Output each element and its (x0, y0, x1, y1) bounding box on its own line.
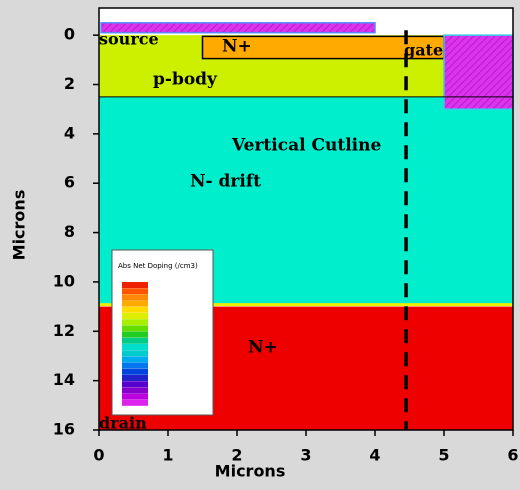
x-tick-label: 2 (231, 446, 242, 465)
legend-swatch (122, 375, 148, 381)
annotation: N+ (248, 338, 278, 358)
legend-swatch (122, 338, 148, 344)
x-tick-label: 3 (300, 446, 311, 465)
y-tick-label: 14 (53, 370, 75, 389)
y-tick-label: 16 (53, 420, 75, 439)
legend-swatch (122, 363, 148, 369)
x-tick-label: 4 (369, 446, 380, 465)
annotation: gate (404, 41, 443, 60)
legend-swatch (122, 350, 148, 356)
y-tick-label: 12 (53, 321, 75, 340)
legend-swatch (122, 282, 148, 288)
region (444, 35, 513, 109)
x-tick-label: 6 (507, 446, 518, 465)
legend-swatch (122, 369, 148, 375)
legend-swatch (122, 387, 148, 393)
y-tick-label: 2 (64, 74, 75, 93)
legend-swatch (122, 325, 148, 331)
annotation: N+ (222, 37, 252, 57)
y-tick-label: 6 (64, 173, 75, 192)
legend-swatch (122, 332, 148, 338)
legend-swatch (122, 313, 148, 319)
y-axis-label: Microns (10, 190, 29, 261)
legend-swatch (122, 381, 148, 387)
legend-swatch (122, 319, 148, 325)
legend-title: Abs Net Doping (/cm3) (118, 262, 198, 270)
x-tick-label: 5 (438, 446, 449, 465)
x-axis-label: Microns (215, 462, 286, 481)
y-tick-label: 0 (64, 25, 75, 44)
legend-swatch (122, 394, 148, 400)
annotation: p-body (153, 70, 218, 90)
legend-swatch (122, 301, 148, 307)
legend-swatch (122, 400, 148, 406)
y-tick-label: 4 (64, 123, 75, 142)
legend-swatch (122, 356, 148, 362)
legend-swatch (122, 307, 148, 313)
legend-swatch (122, 288, 148, 294)
x-tick-label: 1 (162, 446, 173, 465)
legend-swatch (122, 344, 148, 350)
x-tick-label: 0 (93, 446, 104, 465)
y-tick-label: 8 (64, 222, 75, 241)
y-tick-label: 10 (53, 271, 75, 290)
chart: Microns Microns Vertical Cutline source N+… (0, 0, 520, 486)
legend-swatch (122, 294, 148, 300)
annotation: source (99, 30, 159, 49)
cutline-label: Vertical Cutline (231, 136, 381, 156)
annotation: N- drift (190, 172, 261, 192)
